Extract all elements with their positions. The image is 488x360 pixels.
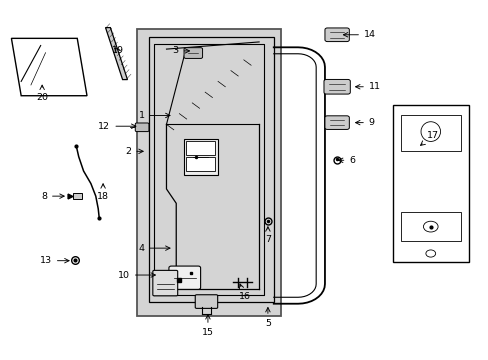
Bar [137,30,281,316]
FancyBboxPatch shape [153,270,177,296]
Bar [73,193,81,199]
Text: 13: 13 [40,256,69,265]
Text: 7: 7 [264,227,270,244]
Text: 19: 19 [111,46,123,55]
FancyBboxPatch shape [324,80,349,94]
Bar [400,212,461,241]
Polygon shape [11,39,87,96]
FancyBboxPatch shape [195,295,217,309]
Text: 9: 9 [355,118,374,127]
FancyBboxPatch shape [168,266,200,289]
Bar [149,37,273,302]
Text: 5: 5 [264,307,270,328]
Text: 14: 14 [343,30,375,39]
Text: 3: 3 [172,46,189,55]
FancyBboxPatch shape [325,116,348,130]
FancyBboxPatch shape [135,123,149,132]
Text: 18: 18 [97,184,109,201]
Text: 16: 16 [238,284,250,301]
FancyBboxPatch shape [325,28,348,41]
Text: 10: 10 [118,270,155,279]
Bar [400,116,461,151]
Text: 8: 8 [41,192,64,201]
Text: 12: 12 [98,122,136,131]
Bar [392,105,468,262]
Text: 2: 2 [125,147,143,156]
Text: 11: 11 [355,82,380,91]
Polygon shape [105,28,127,80]
Bar [185,141,215,155]
Text: 20: 20 [36,85,48,102]
FancyBboxPatch shape [183,48,202,58]
Text: 15: 15 [202,315,213,337]
Text: 17: 17 [420,131,438,145]
Bar [185,157,215,171]
Text: 6: 6 [338,156,355,165]
Text: 4: 4 [138,244,170,253]
Bar [183,139,217,175]
Text: 1: 1 [138,111,170,120]
